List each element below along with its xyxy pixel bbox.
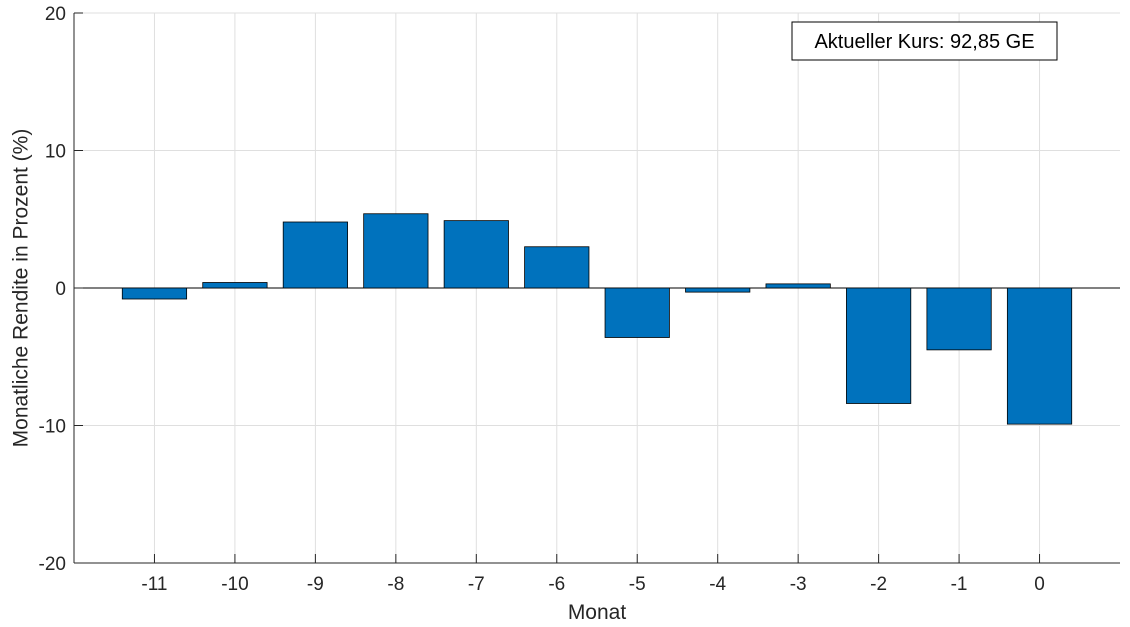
x-tick-label: -9 [307,574,324,595]
annotation-text: Aktueller Kurs: 92,85 GE [814,31,1034,53]
y-axis-label: Monatliche Rendite in Prozent (%) [10,129,33,448]
x-tick-label: -6 [548,574,565,595]
x-tick-label: -8 [387,574,404,595]
bar [524,246,590,289]
bar [765,283,831,289]
y-tick-label: -20 [39,554,66,575]
x-tick-label: 0 [1034,574,1045,595]
x-axis-label: Monat [568,601,627,624]
bar [282,221,348,289]
bar [604,287,670,338]
bar [363,213,429,289]
x-tick-label: -10 [221,574,248,595]
y-tick-label: 20 [45,4,66,25]
y-tick-labels: -20 -10 0 10 20 [39,4,66,575]
bar [121,287,188,300]
bar [202,282,268,289]
x-tick-label: -1 [951,574,968,595]
x-tick-label: -11 [141,574,167,595]
bars [121,213,1073,425]
y-tick-label: 10 [45,142,66,163]
annotation-box [791,21,1058,61]
price-annotation: Aktueller Kurs: 92,85 GE [791,21,1058,61]
bar [926,287,992,351]
x-tick-label: -5 [629,574,646,595]
y-tick-label: -10 [39,417,66,438]
bar [443,220,509,289]
x-tick-label: -4 [709,574,726,595]
x-tick-labels: -11 -10 -9 -8 -7 -6 -5 -4 -3 -2 -1 0 [141,574,1044,595]
x-tick-label: -2 [870,574,887,595]
bar [1006,287,1073,425]
x-tick-label: -7 [468,574,485,595]
axes [73,12,1120,564]
y-tick-label: 0 [55,279,66,300]
x-tick-label: -3 [790,574,807,595]
bar [685,287,751,293]
bar [846,287,912,404]
